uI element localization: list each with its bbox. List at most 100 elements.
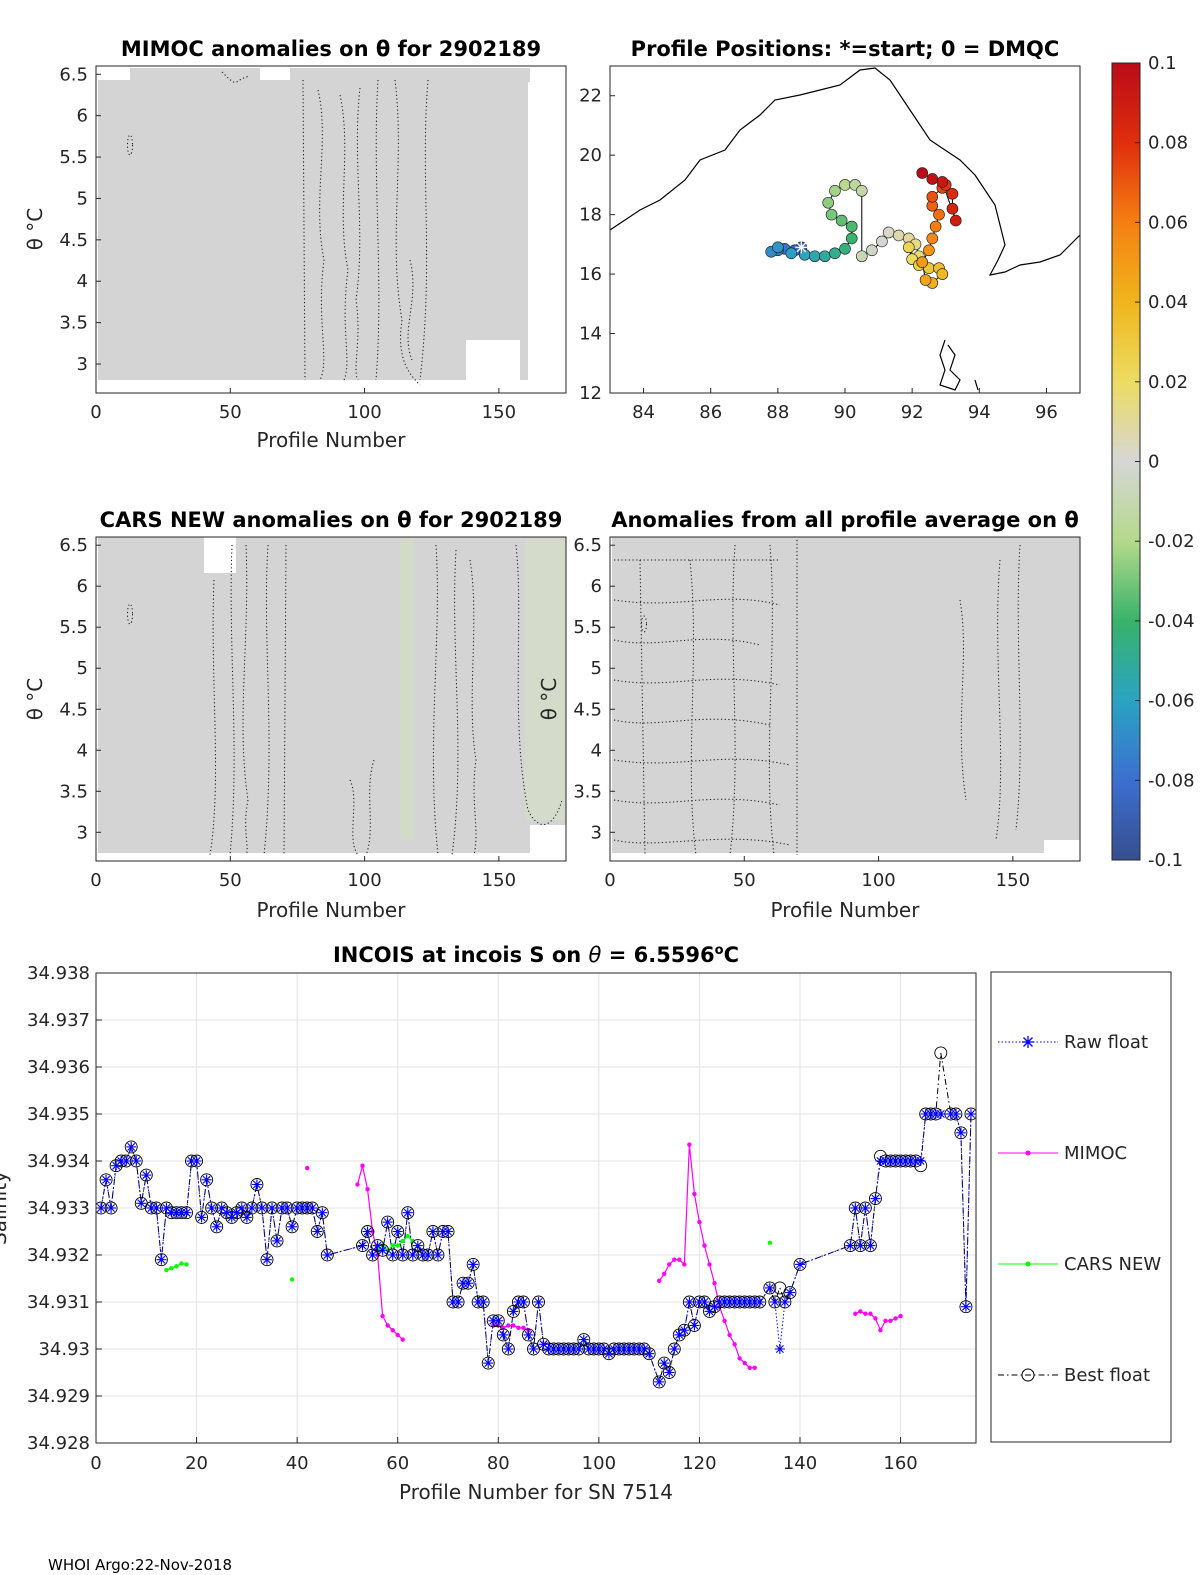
x-tick-label: 150 xyxy=(996,870,1030,891)
raw-float-point-stroke xyxy=(222,1208,231,1217)
raw-float-point xyxy=(322,1250,333,1260)
y-tick-label: 4 xyxy=(77,740,88,761)
raw-float-point xyxy=(654,1376,665,1387)
raw-float-point-stroke xyxy=(132,1157,141,1165)
raw-float-point xyxy=(850,1203,861,1213)
mimoc-point xyxy=(667,1262,672,1267)
best-float-point xyxy=(270,1234,284,1248)
y-tick-label: 34.937 xyxy=(27,1010,90,1031)
colorbar-tick-label: 0.1 xyxy=(1148,53,1177,74)
colorbar-tick-label: 0.04 xyxy=(1148,292,1188,313)
mimoc-point xyxy=(707,1262,712,1267)
raw-float-point-stroke xyxy=(796,1260,804,1269)
cars-point xyxy=(390,1243,395,1248)
mimoc-title: MIMOC anomalies on θ for 2902189 xyxy=(121,37,541,61)
cars-contours xyxy=(127,544,563,856)
profile-position-marker xyxy=(916,167,929,179)
raw-float-point-stroke xyxy=(192,1157,201,1165)
allavg-contours xyxy=(613,540,1021,856)
best-float-point xyxy=(959,1300,973,1314)
raw-float-point-stroke xyxy=(755,1298,764,1306)
salinity-ylabel: Salinity xyxy=(0,1171,11,1245)
raw-float-point-stroke xyxy=(524,1330,533,1339)
profile-position-marker xyxy=(882,226,895,239)
raw-float-point-stroke xyxy=(494,1316,503,1325)
best-float-point xyxy=(200,1173,214,1187)
profile-position-marker xyxy=(829,247,841,260)
raw-float-point-stroke xyxy=(856,1241,865,1250)
raw-float-point xyxy=(503,1344,514,1354)
mimoc-point xyxy=(737,1356,742,1361)
raw-float-point-stroke xyxy=(157,1255,166,1264)
y-tick-label: 5.5 xyxy=(59,617,88,638)
y-tick-label: 4.5 xyxy=(573,699,602,720)
best-float-point xyxy=(260,1253,274,1267)
mimoc-point xyxy=(516,1325,521,1331)
coastline xyxy=(610,67,1080,391)
y-tick-label: 34.933 xyxy=(27,1198,90,1219)
cars-point xyxy=(289,1277,295,1282)
raw-float-point-stroke xyxy=(283,1204,292,1212)
raw-float-point-stroke xyxy=(107,1204,116,1212)
raw-float-point-stroke xyxy=(207,1204,216,1212)
best-float-point xyxy=(139,1168,153,1182)
raw-float-point-stroke xyxy=(780,1298,789,1306)
positions-title: Profile Positions: *=start; 0 = DMQC xyxy=(631,37,1060,61)
raw-float-point xyxy=(357,1240,368,1251)
mimoc-point xyxy=(521,1325,526,1331)
best-float-point xyxy=(356,1239,369,1253)
raw-float-point-stroke xyxy=(162,1204,171,1212)
profile-position-marker xyxy=(949,214,962,227)
raw-float-point xyxy=(287,1221,298,1232)
raw-float-point-stroke xyxy=(956,1128,965,1137)
raw-float-point xyxy=(387,1250,398,1260)
raw-float-point xyxy=(960,1301,971,1312)
raw-float-point xyxy=(774,1344,785,1354)
raw-float-point-stroke xyxy=(464,1279,473,1288)
raw-float-point xyxy=(498,1329,509,1340)
mimoc-point xyxy=(687,1142,692,1147)
y-tick-label: 34.938 xyxy=(27,963,90,984)
x-tick-label: 120 xyxy=(682,1453,716,1474)
best-float-point xyxy=(99,1173,113,1187)
y-tick-label: 18 xyxy=(579,205,602,226)
raw-float-point-stroke xyxy=(152,1204,161,1212)
raw-float-point xyxy=(528,1344,539,1354)
raw-float-point-stroke xyxy=(645,1349,654,1358)
y-tick-label: 3.5 xyxy=(573,781,602,802)
y-tick-label: 22 xyxy=(579,86,602,107)
colorbar-tick-label: 0.08 xyxy=(1148,133,1188,154)
y-tick-label: 34.929 xyxy=(27,1386,90,1407)
mimoc-point xyxy=(873,1316,878,1321)
y-tick-label: 5 xyxy=(591,658,602,679)
best-float-point xyxy=(793,1257,807,1271)
raw-float-point xyxy=(261,1254,272,1265)
mimoc-point xyxy=(722,1318,727,1324)
mimoc-point xyxy=(380,1313,385,1319)
raw-float-point-stroke xyxy=(574,1345,583,1353)
cars-point xyxy=(174,1264,179,1269)
profile-position-marker xyxy=(926,173,939,185)
raw-float-point-stroke xyxy=(428,1227,437,1236)
profile-position-marker xyxy=(772,241,784,254)
raw-float-point-stroke xyxy=(127,1142,136,1151)
mimoc-point xyxy=(868,1311,873,1316)
x-tick-label: 94 xyxy=(968,402,991,423)
y-tick-label: 3 xyxy=(77,822,88,843)
x-tick-label: 90 xyxy=(834,402,857,423)
raw-float-point-stroke xyxy=(217,1204,226,1212)
profile-position-marker xyxy=(855,250,868,263)
raw-float-point xyxy=(644,1348,655,1359)
profile-position-marker xyxy=(839,179,851,191)
y-tick-label: 6.5 xyxy=(59,535,88,556)
x-tick-label: 100 xyxy=(347,402,381,423)
profile-position-marker xyxy=(936,176,949,188)
raw-float-point-stroke xyxy=(599,1345,608,1353)
raw-float-point-stroke xyxy=(916,1157,925,1165)
raw-float-point xyxy=(478,1297,489,1307)
best-float-point xyxy=(124,1140,138,1154)
raw-float-point xyxy=(935,1109,946,1119)
raw-float-point-stroke xyxy=(122,1157,131,1165)
mimoc-line xyxy=(356,1165,404,1341)
mimoc-point xyxy=(390,1328,395,1333)
